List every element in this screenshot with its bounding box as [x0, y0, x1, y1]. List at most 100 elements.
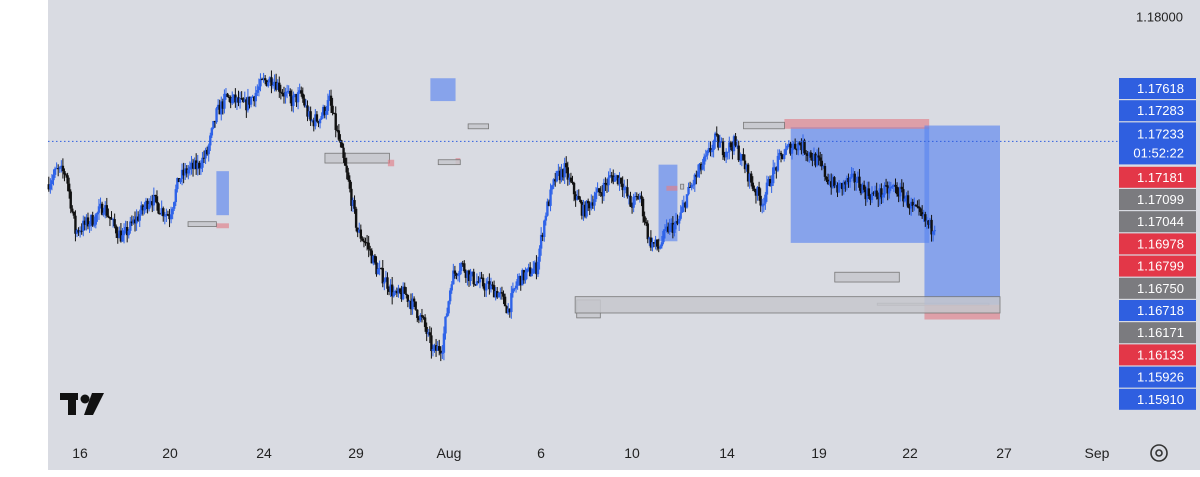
candle [194, 153, 198, 175]
candle-body [257, 86, 261, 91]
candle-body [467, 270, 471, 282]
candle [431, 344, 435, 357]
price-label: 1.16718 [1119, 300, 1196, 321]
candle [759, 188, 762, 212]
candle [884, 178, 888, 187]
candle [444, 316, 447, 340]
candle-body [105, 205, 108, 216]
candle [177, 178, 181, 183]
candle-body [859, 187, 863, 194]
candle-body [488, 281, 491, 290]
candle [248, 96, 251, 109]
candle [58, 166, 61, 173]
candle [837, 179, 841, 193]
candle [309, 106, 312, 126]
candle-body [517, 275, 521, 280]
candle-body [138, 214, 141, 221]
candle [459, 261, 463, 275]
candle [392, 286, 395, 298]
candle [188, 161, 192, 176]
candle-body [778, 152, 781, 156]
candle-body [470, 271, 474, 275]
candle-body [119, 230, 123, 242]
candle [442, 326, 446, 361]
candle [370, 248, 373, 264]
price-label-text: 1.17099 [1137, 192, 1184, 207]
candle-body [423, 317, 427, 327]
candle [99, 197, 102, 209]
candle [710, 144, 714, 158]
candle [707, 142, 711, 154]
candle [665, 219, 668, 233]
candle [610, 171, 613, 184]
candle-body [168, 215, 171, 220]
candle-body [196, 162, 199, 170]
candle-body [599, 192, 602, 194]
candle-body [753, 188, 756, 191]
candle [218, 99, 221, 115]
candle-body [674, 220, 678, 225]
candle-body [113, 219, 116, 227]
candle [88, 221, 91, 233]
candle [858, 168, 861, 191]
candle [425, 322, 428, 342]
zone-red-11 [666, 185, 678, 191]
candle-body [237, 97, 240, 103]
candle [256, 84, 259, 97]
candle-body [723, 155, 726, 158]
candle [187, 164, 190, 180]
candle-body [428, 332, 432, 336]
candle [390, 276, 394, 305]
candle [933, 225, 936, 236]
candle-body [640, 195, 643, 199]
candle-body [657, 246, 660, 249]
candle-body [63, 171, 66, 175]
candle [855, 176, 858, 191]
candle [499, 287, 502, 300]
candle-body [660, 242, 664, 247]
candle-body [452, 270, 455, 285]
candle [216, 99, 220, 110]
candle-body [795, 148, 798, 151]
candle [867, 181, 871, 199]
candle [826, 173, 830, 186]
candle-body [853, 173, 856, 183]
candle-body [306, 105, 309, 117]
candle-body [712, 142, 715, 151]
candle-body [82, 220, 85, 232]
candle [162, 206, 165, 222]
candle-body [89, 215, 93, 225]
candle-body [612, 175, 615, 182]
candle-body [118, 230, 121, 239]
candle-body [472, 271, 475, 285]
candle-body [583, 204, 587, 217]
candle-body [483, 286, 486, 291]
candle-body [662, 230, 665, 243]
candle-body [815, 155, 819, 166]
candle-body [643, 216, 646, 222]
candle-body [720, 141, 723, 143]
candle-body [409, 300, 413, 310]
candle-body [151, 201, 154, 206]
price-label: 1.16750 [1119, 277, 1196, 299]
zone-grey-20 [574, 296, 1001, 314]
candle [271, 78, 275, 89]
price-label-box [1119, 233, 1196, 255]
candle-body [438, 346, 441, 351]
candle [604, 177, 607, 191]
candle [414, 301, 417, 311]
candle [699, 162, 703, 175]
gear-icon[interactable] [1150, 444, 1168, 462]
candle-body [365, 242, 369, 244]
candle-body [797, 142, 800, 151]
candle-body [469, 274, 472, 282]
candle [182, 162, 185, 184]
candle [746, 162, 750, 187]
candle [353, 195, 356, 214]
candle-body [671, 222, 675, 233]
candle [660, 235, 664, 249]
price-label-box [1119, 366, 1196, 388]
candle [718, 134, 722, 148]
